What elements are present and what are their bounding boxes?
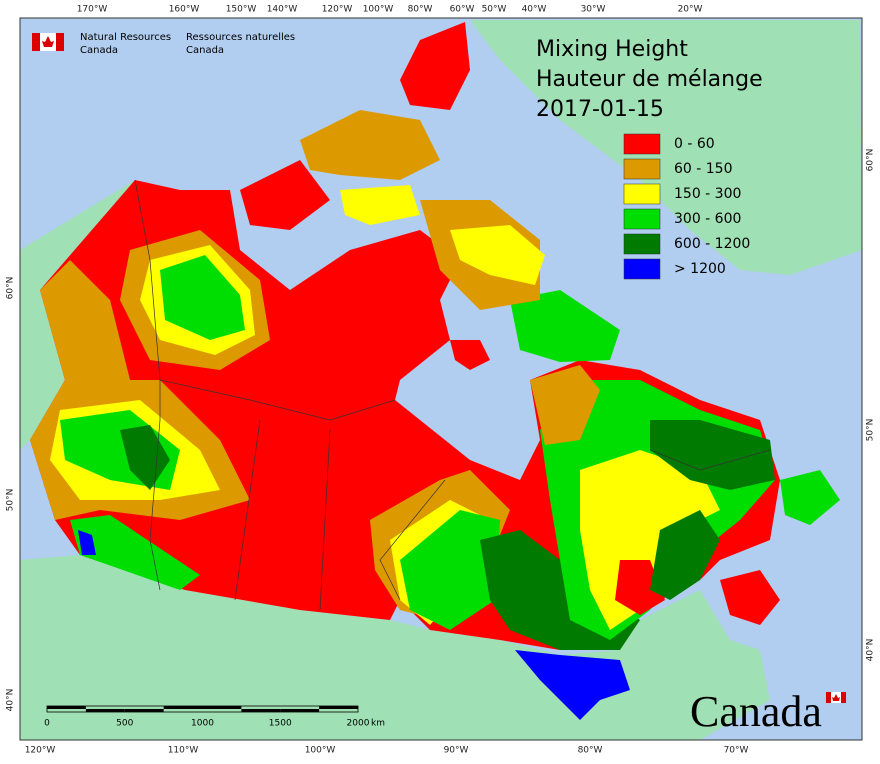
legend-swatch [623,183,661,205]
zone [120,425,170,490]
graticule-label: 160°W [169,5,200,15]
graticule-label: 120°W [322,5,353,15]
graticule-label: 60°N [866,149,876,172]
province-border [649,449,771,471]
wordmark: Canada [690,687,822,736]
zone [530,365,600,445]
title: Mixing Height [536,37,688,62]
graticule-label: 170°W [77,5,108,15]
province-border [234,419,261,601]
scale-segment [47,706,86,709]
flag-bar [841,692,846,703]
graticule-label: 50°W [482,5,507,15]
zone [240,160,330,230]
graticule-label: 40°N [866,639,876,662]
scale-segment [124,709,164,712]
legend-label: 0 - 60 [674,136,715,152]
legend-label: 300 - 600 [674,211,741,227]
graticule-label: 80°W [408,5,433,15]
zone [580,450,720,630]
graticule-label: 90°W [444,746,469,756]
zone [300,110,440,180]
legend-label: > 1200 [674,261,726,277]
agency-en: Canada [80,45,118,56]
flag-bar [826,692,831,703]
scale-label: 2000 [347,719,370,729]
zone [400,510,500,630]
graticule-label: 40°N [6,689,16,712]
province-border [319,429,331,611]
legend-label: 60 - 150 [674,161,733,177]
graticule-label: 100°W [363,5,394,15]
zone [510,290,620,362]
scale-label: 0 [44,719,50,729]
graticule-label: 120°W [25,746,56,756]
agency-fr: Ressources naturelles [186,32,295,43]
zone [650,510,720,600]
legend-label: 150 - 300 [674,186,741,202]
scale-segment [85,709,125,712]
graticule-label: 110°W [168,746,199,756]
scale-label: 1500 [269,719,292,729]
graticule-label: 70°W [724,746,749,756]
flag-bar [56,33,64,51]
scale-unit: km [371,719,385,729]
scale-bar: 0 500 1000 1500 2000 km [44,705,385,729]
scale-label: 1000 [191,719,214,729]
zone [450,225,545,285]
graticule-label: 60°N [6,277,16,300]
graticule-label: 20°W [678,5,703,15]
graticule-label: 50°N [866,419,876,442]
zone [650,420,775,490]
title: 2017-01-15 [536,97,664,122]
legend-swatch [623,158,661,180]
zone [720,570,780,625]
agency-fr: Canada [186,45,224,56]
zone [615,560,665,615]
province-border [159,379,396,421]
scale-label: 500 [116,719,133,729]
alaska [20,180,135,450]
scale-segment [163,706,203,709]
zone [515,650,630,720]
legend-swatch [623,258,661,280]
title: Hauteur de mélange [536,67,763,92]
legend-swatch [623,208,661,230]
zone [400,22,470,110]
greenland [470,20,862,275]
scale-outline [46,705,359,713]
map-frame [19,17,863,741]
zone [160,255,245,340]
province-border [379,479,446,601]
scale-segment [241,709,281,712]
scale-segment [202,706,242,709]
graticule-label: 100°W [305,746,336,756]
zone [78,530,96,555]
zone [70,515,200,590]
province-border [134,179,161,591]
flag-leaf [42,36,54,47]
scale-segment [280,709,320,712]
legend-label: 600 - 1200 [674,236,750,252]
flag-bar [32,33,40,51]
graticule-label: 150°W [226,5,257,15]
zone [780,470,840,525]
graticule-label: 40°W [522,5,547,15]
legend: 0 - 60 60 - 150 150 - 300 300 - 600 600 - 12… [623,133,750,280]
graticule-label: 60°W [450,5,475,15]
graticule-label: 140°W [267,5,298,15]
legend-swatch [623,133,661,155]
graticule-label: 50°N [6,489,16,512]
flag-leaf [832,694,840,701]
agency-en: Natural Resources [80,32,171,43]
scale-segment [319,706,358,709]
zone [40,260,130,400]
zone [340,185,420,225]
graticule-label: 80°W [578,746,603,756]
graticule-label: 30°W [581,5,606,15]
legend-swatch [623,233,661,255]
zone [450,340,490,370]
